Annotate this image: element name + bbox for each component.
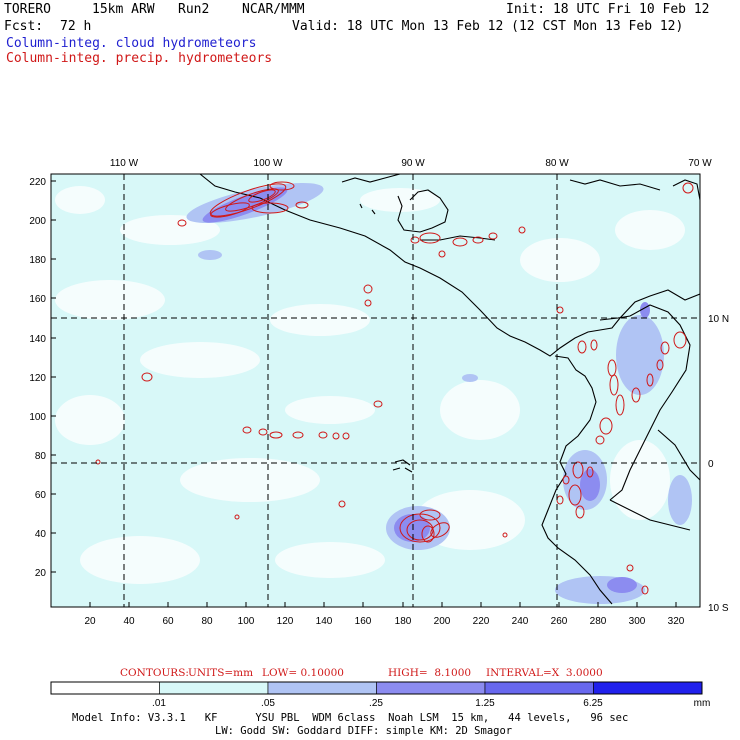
x-tick-label: 220 [473, 616, 490, 627]
x-tick-label: 200 [434, 616, 451, 627]
init-time: Init: 18 UTC Fri 10 Feb 12 [506, 2, 710, 17]
y-tick-label: 100 [29, 412, 46, 423]
colorbar-swatches [50, 681, 703, 695]
map-plot: 110 W 100 W 90 W 80 W 70 W 10 N 0 10 S 2… [29, 158, 729, 627]
colorbar: .01 .05 .25 1.25 6.25 mm [50, 681, 711, 709]
y-tick-label: 120 [29, 373, 46, 384]
y-tick-label: 180 [29, 255, 46, 266]
lon-label-110w: 110 W [110, 158, 139, 169]
y-tick-label: 60 [35, 490, 47, 501]
x-tick-label: 240 [512, 616, 529, 627]
lat-label-10s: 10 S [708, 603, 729, 614]
x-tick-label: 140 [316, 616, 333, 627]
forecast-label: Fcst: [4, 19, 44, 34]
organization: NCAR/MMM [242, 2, 305, 17]
colorbar-label: .05 [261, 698, 275, 709]
x-tick-label: 160 [355, 616, 372, 627]
y-tick-label: 40 [35, 529, 47, 540]
colorbar-swatch [159, 681, 269, 695]
y-tick-label: 20 [35, 568, 47, 579]
y-tick-label: 220 [29, 177, 46, 188]
lon-label-90w: 90 W [401, 158, 425, 169]
x-tick-label: 40 [123, 616, 135, 627]
lat-label-0: 0 [708, 459, 714, 470]
x-tick-label: 100 [238, 616, 255, 627]
lat-label-10n: 10 N [708, 314, 729, 325]
colorbar-label: 6.25 [583, 698, 603, 709]
colorbar-label: .25 [369, 698, 383, 709]
colorbar-swatch [593, 681, 703, 695]
precip-contours [95, 181, 694, 595]
x-tick-label: 180 [395, 616, 412, 627]
precip-field-title: Column-integ. precip. hydrometeors [6, 51, 273, 66]
model-info: Model Info: V3.3.1 KF YSU PBL WDM 6class… [72, 712, 629, 724]
valid-time: Valid: 18 UTC Mon 13 Feb 12 (12 CST Mon … [292, 19, 684, 34]
contours-interval: INTERVAL=X 3.0000 [486, 667, 603, 679]
field-shading [51, 174, 700, 607]
colorbar-swatch [50, 681, 160, 695]
x-tick-label: 280 [590, 616, 607, 627]
x-tick-label: 120 [277, 616, 294, 627]
contours-low: LOW= 0.10000 [262, 667, 344, 679]
map-frame [50, 173, 701, 608]
y-tick-label: 200 [29, 216, 46, 227]
x-tick-label: 20 [84, 616, 96, 627]
lon-label-100w: 100 W [254, 158, 283, 169]
contours-high: HIGH= 8.1000 [388, 667, 472, 679]
coastlines [199, 174, 700, 605]
x-tick-label: 260 [551, 616, 568, 627]
colorbar-units: mm [694, 698, 711, 709]
y-tick-label: 160 [29, 294, 46, 305]
contours-label: CONTOURS: [120, 667, 189, 679]
x-tick-label: 320 [668, 616, 685, 627]
lon-label-70w: 70 W [688, 158, 712, 169]
cloud-field-title: Column-integ. cloud hydrometeors [6, 36, 257, 51]
x-tick-label: 60 [162, 616, 174, 627]
x-tick-label: 300 [629, 616, 646, 627]
colorbar-label: 1.25 [475, 698, 495, 709]
x-tick-label: 80 [201, 616, 213, 627]
colorbar-swatch [267, 681, 377, 695]
run-label: Run2 [178, 2, 210, 17]
contours-units: UNITS=mm [188, 667, 254, 679]
model-physics: LW: Godd SW: Goddard DIFF: simple KM: 2D… [215, 725, 513, 737]
y-tick-label: 140 [29, 334, 46, 345]
lon-label-80w: 80 W [545, 158, 569, 169]
colorbar-swatch [484, 681, 594, 695]
model-resolution: 15km ARW [92, 2, 155, 17]
model-name: TORERO [4, 2, 51, 17]
colorbar-label: .01 [152, 698, 166, 709]
y-tick-label: 80 [35, 451, 47, 462]
colorbar-swatch [376, 681, 486, 695]
graticule [51, 174, 700, 607]
forecast-hour: 72 h [60, 19, 92, 34]
